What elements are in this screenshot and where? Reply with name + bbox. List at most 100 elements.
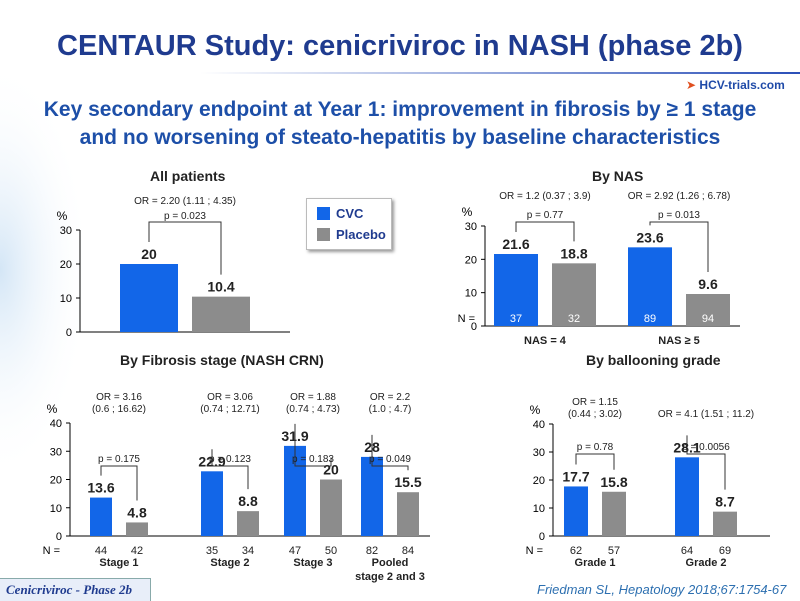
bar-all-0-placebo bbox=[192, 296, 250, 332]
category-label-line2-fibrosis-3: stage 2 and 3 bbox=[355, 571, 425, 583]
citation: Friedman SL, Hepatology 2018;67:1754-67 bbox=[537, 582, 787, 597]
legend-label-placebo: Placebo bbox=[336, 227, 386, 242]
y-tick-label-nas-30: 30 bbox=[465, 221, 477, 233]
bar-value-label-fibrosis-3-1: 15.5 bbox=[394, 474, 421, 490]
bar-all-0-cvc bbox=[120, 264, 178, 332]
significance-bracket-ballooning-0 bbox=[575, 453, 615, 470]
p-value-label-all-0: p = 0.023 bbox=[164, 211, 206, 222]
bar-value-label-fibrosis-0-0: 13.6 bbox=[87, 480, 114, 496]
y-tick-label-ballooning-20: 20 bbox=[533, 475, 545, 487]
logo-icon: ➤ bbox=[686, 78, 697, 92]
y-tick-label-ballooning-40: 40 bbox=[533, 419, 545, 431]
significance-bracket-fibrosis-0 bbox=[100, 465, 138, 501]
n-label-fibrosis-3-0: 82 bbox=[366, 545, 378, 557]
n-label-nas-1-0: 89 bbox=[644, 313, 656, 325]
n-prefix-fibrosis: N = bbox=[43, 545, 60, 557]
bar-ballooning-0-placebo bbox=[602, 491, 626, 536]
y-tick-label-all-30: 30 bbox=[60, 225, 72, 237]
y-tick-label-fibrosis-30: 30 bbox=[50, 446, 62, 458]
bar-ballooning-0-cvc bbox=[564, 486, 588, 536]
odds-ratio-label-all-0-0: OR = 2.20 (1.11 ; 4.35) bbox=[134, 196, 236, 207]
bar-fibrosis-1-placebo bbox=[237, 511, 259, 536]
odds-ratio-label-fibrosis-3-1: (1.0 ; 4.7) bbox=[369, 404, 412, 415]
y-tick-label-all-10: 10 bbox=[60, 293, 72, 305]
p-value-label-nas-1: p = 0.013 bbox=[658, 210, 700, 221]
legend-item-cvc: CVC bbox=[317, 206, 363, 221]
bar-fibrosis-3-placebo bbox=[397, 492, 419, 536]
bar-value-label-ballooning-0-0: 17.7 bbox=[562, 468, 589, 484]
n-label-fibrosis-1-1: 34 bbox=[242, 545, 254, 557]
odds-ratio-label-fibrosis-2-1: (0.74 ; 4.73) bbox=[286, 404, 340, 415]
p-value-label-fibrosis-1: p = 0.123 bbox=[209, 454, 251, 465]
y-tick-label-fibrosis-0: 0 bbox=[56, 531, 62, 543]
n-prefix-nas: N = bbox=[458, 313, 475, 325]
category-label-nas-0: NAS = 4 bbox=[524, 335, 567, 347]
n-label-nas-0-0: 37 bbox=[510, 313, 522, 325]
odds-ratio-label-fibrosis-1-0: OR = 3.06 bbox=[207, 392, 253, 403]
bar-value-label-nas-0-0: 21.6 bbox=[502, 236, 529, 252]
y-tick-label-ballooning-0: 0 bbox=[539, 531, 545, 543]
category-label-fibrosis-2: Stage 3 bbox=[293, 557, 332, 569]
n-label-ballooning-1-1: 69 bbox=[719, 545, 731, 557]
p-value-label-ballooning-0: p = 0.78 bbox=[577, 442, 614, 453]
y-tick-label-nas-10: 10 bbox=[465, 288, 477, 300]
n-label-fibrosis-0-0: 44 bbox=[95, 545, 107, 557]
panel-title-nas: By NAS bbox=[592, 168, 644, 184]
bar-value-label-nas-1-0: 23.6 bbox=[636, 229, 663, 245]
significance-bracket-all-0 bbox=[148, 221, 222, 275]
category-label-fibrosis-1: Stage 2 bbox=[210, 557, 249, 569]
n-label-nas-0-1: 32 bbox=[568, 313, 580, 325]
bar-value-label-all-0-0: 20 bbox=[141, 246, 157, 262]
p-value-label-fibrosis-2: p = 0.183 bbox=[292, 454, 334, 465]
bar-nas-0-placebo bbox=[552, 263, 596, 326]
odds-ratio-label-ballooning-0-0: OR = 1.15 bbox=[572, 397, 618, 408]
category-label-ballooning-0: Grade 1 bbox=[575, 557, 616, 569]
n-label-fibrosis-0-1: 42 bbox=[131, 545, 143, 557]
significance-bracket-fibrosis-2 bbox=[294, 423, 332, 467]
panel-title-all: All patients bbox=[150, 168, 226, 184]
bar-fibrosis-2-placebo bbox=[320, 479, 342, 536]
y-tick-label-nas-0: 0 bbox=[471, 321, 477, 333]
n-prefix-ballooning: N = bbox=[526, 545, 543, 557]
odds-ratio-label-ballooning-1-0: OR = 4.1 (1.51 ; 11.2) bbox=[658, 409, 754, 420]
y-tick-label-all-0: 0 bbox=[66, 327, 72, 339]
bar-value-label-nas-1-1: 9.6 bbox=[698, 276, 718, 292]
p-value-label-fibrosis-3: p = 0.049 bbox=[369, 454, 411, 465]
panel-title-fibrosis: By Fibrosis stage (NASH CRN) bbox=[120, 352, 324, 368]
y-tick-label-fibrosis-10: 10 bbox=[50, 503, 62, 515]
footer-tag: Cenicriviroc - Phase 2b bbox=[0, 578, 151, 601]
bar-value-label-fibrosis-1-1: 8.8 bbox=[238, 493, 258, 509]
legend-swatch-cvc bbox=[317, 207, 330, 220]
y-tick-label-ballooning-10: 10 bbox=[533, 503, 545, 515]
bar-fibrosis-1-cvc bbox=[201, 471, 223, 536]
legend: CVC Placebo bbox=[306, 198, 392, 250]
n-label-ballooning-1-0: 64 bbox=[681, 545, 693, 557]
y-tick-label-fibrosis-20: 20 bbox=[50, 475, 62, 487]
p-value-label-ballooning-1: p = 0.0056 bbox=[682, 442, 730, 453]
category-label-nas-1: NAS ≥ 5 bbox=[658, 335, 700, 347]
n-label-nas-1-1: 94 bbox=[702, 313, 714, 325]
bar-value-label-ballooning-0-1: 15.8 bbox=[600, 474, 627, 490]
bar-ballooning-1-placebo bbox=[713, 511, 737, 536]
p-value-label-fibrosis-0: p = 0.175 bbox=[98, 454, 140, 465]
significance-bracket-nas-1 bbox=[649, 221, 709, 272]
panel-title-ballooning: By ballooning grade bbox=[586, 352, 721, 368]
odds-ratio-label-fibrosis-2-0: OR = 1.88 bbox=[290, 392, 336, 403]
odds-ratio-label-fibrosis-1-1: (0.74 ; 12.71) bbox=[200, 404, 259, 415]
significance-bracket-ballooning-1 bbox=[686, 435, 726, 490]
n-label-fibrosis-2-1: 50 bbox=[325, 545, 337, 557]
legend-swatch-placebo bbox=[317, 228, 330, 241]
bar-fibrosis-0-placebo bbox=[126, 522, 148, 536]
y-axis-label-fibrosis: % bbox=[47, 402, 58, 416]
odds-ratio-label-nas-0-0: OR = 1.2 (0.37 ; 3.9) bbox=[499, 191, 590, 202]
significance-bracket-fibrosis-3 bbox=[371, 434, 409, 471]
category-label-ballooning-1: Grade 2 bbox=[686, 557, 727, 569]
bar-nas-0-cvc bbox=[494, 254, 538, 326]
odds-ratio-label-ballooning-0-1: (0.44 ; 3.02) bbox=[568, 409, 622, 420]
legend-item-placebo: Placebo bbox=[317, 227, 386, 242]
y-tick-label-all-20: 20 bbox=[60, 259, 72, 271]
subtitle-line-1: Key secondary endpoint at Year 1: improv… bbox=[43, 98, 757, 121]
n-label-fibrosis-1-0: 35 bbox=[206, 545, 218, 557]
bar-nas-1-placebo bbox=[686, 294, 730, 326]
y-tick-label-fibrosis-40: 40 bbox=[50, 418, 62, 430]
